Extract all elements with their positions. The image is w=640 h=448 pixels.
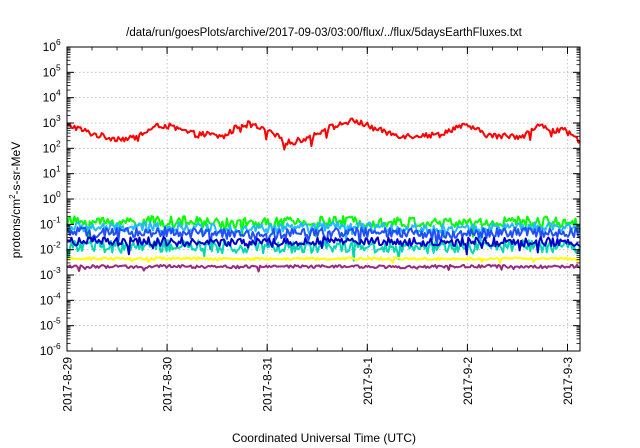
y-tick-mantissa: 10 — [40, 243, 54, 257]
chart-title: /data/run/goesPlots/archive/2017-09-03/0… — [126, 27, 522, 39]
x-tick-labels: 2017-8-29 2017-8-30 2017-8-31 2017-9-1 2017-… — [61, 357, 575, 412]
y-tick-label: 10-4 — [40, 290, 61, 307]
x-tick-label: 2017-9-3 — [561, 357, 575, 405]
series-line — [66, 215, 581, 241]
y-tick-mantissa: 10 — [43, 141, 57, 155]
y-tick-exponent: 0 — [56, 189, 61, 199]
y-tick-mantissa: 10 — [40, 344, 54, 358]
y-axis-label: protons/cm2-s-sr-MeV — [8, 142, 23, 258]
series-line — [66, 256, 581, 264]
y-tick-mantissa: 10 — [40, 319, 54, 333]
y-tick-label: 10-1 — [40, 214, 61, 231]
grid — [66, 47, 580, 351]
y-axis-label-sup: 2 — [8, 194, 17, 199]
y-tick-exponent: 4 — [56, 88, 61, 98]
series-line — [66, 236, 581, 256]
y-tick-label: 103 — [43, 113, 61, 130]
y-tick-mantissa: 10 — [43, 91, 57, 105]
y-tick-label: 10-2 — [40, 240, 61, 257]
y-axis-label-post: -s-sr-MeV — [9, 142, 23, 195]
y-tick-exponent: 3 — [56, 113, 61, 123]
y-tick-mantissa: 10 — [43, 65, 57, 79]
series-layer — [66, 117, 581, 273]
y-tick-label: 10-6 — [40, 341, 61, 358]
axis-ticks — [66, 46, 580, 352]
y-tick-exponent: -4 — [53, 290, 61, 300]
y-tick-label: 104 — [43, 88, 61, 105]
y-tick-mantissa: 10 — [43, 192, 57, 206]
y-tick-exponent: 2 — [56, 138, 61, 148]
x-tick-label: 2017-9-2 — [461, 357, 475, 405]
y-tick-exponent: -1 — [53, 214, 61, 224]
y-tick-mantissa: 10 — [43, 40, 57, 54]
x-tick-label: 2017-8-30 — [161, 357, 175, 412]
y-tick-label: 100 — [43, 189, 61, 206]
y-tick-label: 10-3 — [40, 265, 61, 282]
y-tick-mantissa: 10 — [40, 217, 54, 231]
y-axis-label-pre: protons/cm — [9, 199, 23, 258]
y-tick-label: 106 — [43, 37, 61, 54]
y-tick-exponent: -5 — [53, 316, 61, 326]
y-tick-exponent: -2 — [53, 240, 61, 250]
y-tick-label: 10-5 — [40, 316, 61, 333]
y-tick-exponent: 1 — [56, 164, 61, 174]
y-tick-mantissa: 10 — [40, 293, 54, 307]
y-tick-exponent: 6 — [56, 37, 61, 47]
y-tick-mantissa: 10 — [43, 167, 57, 181]
y-tick-mantissa: 10 — [43, 116, 57, 130]
series-line — [66, 263, 581, 273]
x-tick-label: 2017-8-29 — [61, 357, 75, 412]
x-axis-label: Coordinated Universal Time (UTC) — [232, 431, 416, 445]
y-tick-exponent: -6 — [53, 341, 61, 351]
series-line — [66, 221, 581, 244]
y-tick-label: 101 — [43, 164, 61, 181]
y-tick-labels: 10-610-510-410-310-210-11001011021031041… — [40, 37, 61, 358]
x-tick-label: 2017-8-31 — [261, 357, 275, 412]
y-tick-exponent: 5 — [56, 62, 61, 72]
y-tick-label: 105 — [43, 62, 61, 79]
y-tick-label: 102 — [43, 138, 61, 155]
series-line — [67, 117, 581, 151]
x-tick-label: 2017-9-1 — [361, 357, 375, 405]
y-tick-exponent: -3 — [53, 265, 61, 275]
y-tick-mantissa: 10 — [40, 268, 54, 282]
series-line — [66, 226, 581, 250]
